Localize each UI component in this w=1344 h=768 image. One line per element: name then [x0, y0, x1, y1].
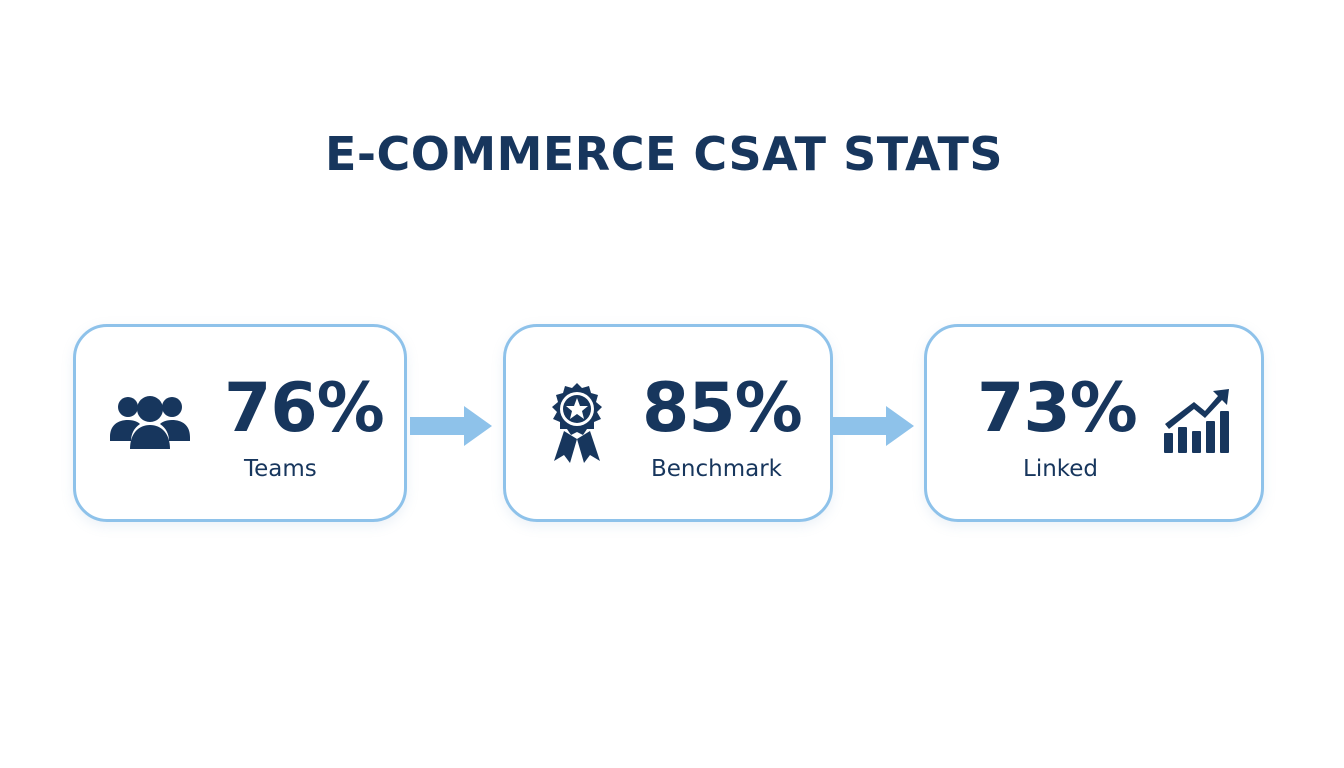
stat-label-teams: Teams: [244, 456, 317, 482]
arrow-right-icon: [832, 406, 914, 446]
stat-value-benchmark: 85%: [642, 369, 803, 448]
team-icon: [110, 396, 190, 449]
stat-label-benchmark: Benchmark: [651, 456, 783, 482]
stat-value-teams: 76%: [224, 369, 385, 448]
page-title: E-COMMERCE CSAT STATS: [324, 127, 1004, 181]
stat-label-linked: Linked: [1023, 456, 1099, 482]
stat-value-linked: 73%: [977, 369, 1138, 448]
stat-card-linked: 73% Linked: [924, 324, 1264, 522]
stat-card-teams: 76% Teams: [73, 324, 407, 522]
stat-card-benchmark: 85% Benchmark: [503, 324, 833, 522]
growth-chart-icon: [1164, 389, 1229, 453]
award-badge-icon: [552, 383, 602, 463]
arrow-right-icon: [410, 406, 492, 446]
